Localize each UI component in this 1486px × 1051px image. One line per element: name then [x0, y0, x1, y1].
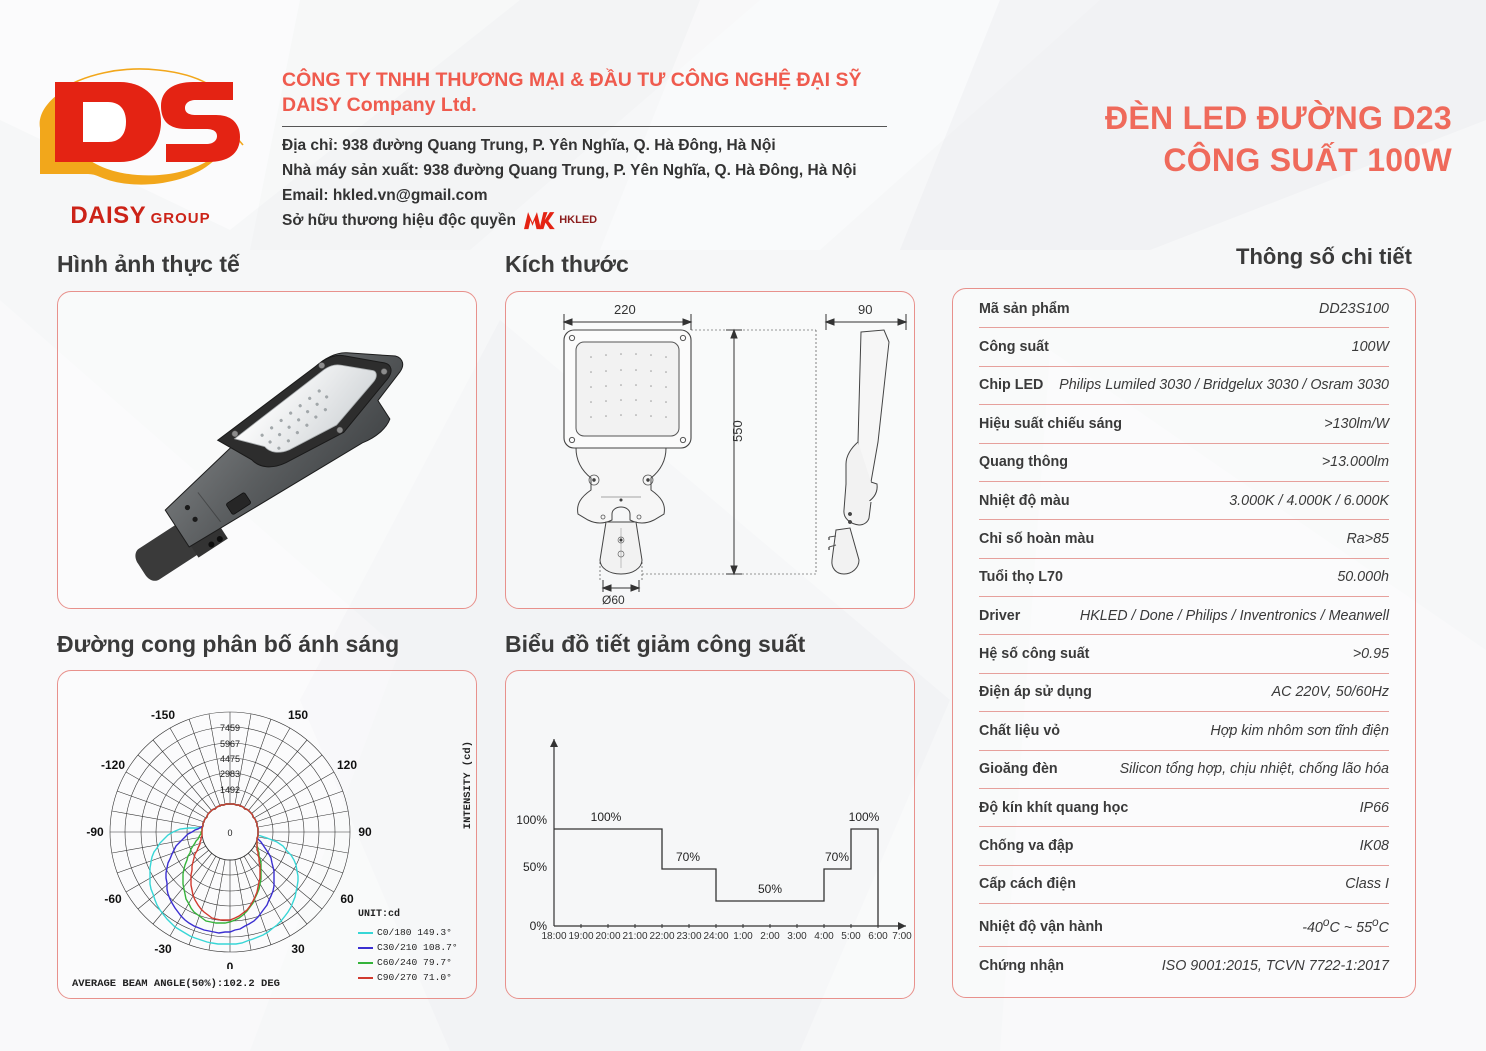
svg-text:-60: -60: [104, 892, 122, 906]
svg-text:100%: 100%: [849, 810, 880, 824]
svg-text:5967: 5967: [220, 739, 240, 749]
svg-text:1492: 1492: [220, 785, 240, 795]
svg-text:90: 90: [858, 302, 872, 317]
svg-text:70%: 70%: [825, 850, 849, 864]
svg-text:6:00: 6:00: [868, 931, 888, 942]
svg-text:23:00: 23:00: [676, 931, 701, 942]
svg-text:5:00: 5:00: [841, 931, 861, 942]
svg-text:7:00: 7:00: [892, 931, 912, 942]
svg-text:4475: 4475: [220, 754, 240, 764]
svg-text:24:00: 24:00: [703, 931, 728, 942]
svg-text:Ø60: Ø60: [602, 593, 625, 607]
svg-text:2:00: 2:00: [760, 931, 780, 942]
svg-text:30: 30: [291, 942, 305, 956]
svg-text:19:00: 19:00: [568, 931, 593, 942]
svg-text:21:00: 21:00: [622, 931, 647, 942]
svg-text:7459: 7459: [220, 723, 240, 733]
svg-text:18:00: 18:00: [541, 931, 566, 942]
svg-text:4:00: 4:00: [814, 931, 834, 942]
svg-text:22:00: 22:00: [649, 931, 674, 942]
svg-text:0: 0: [227, 960, 234, 969]
svg-text:220: 220: [614, 302, 636, 317]
svg-text:100%: 100%: [591, 810, 622, 824]
svg-text:-150: -150: [151, 708, 175, 722]
svg-text:60: 60: [340, 892, 354, 906]
svg-text:50%: 50%: [523, 860, 547, 874]
svg-text:3:00: 3:00: [787, 931, 807, 942]
svg-text:70%: 70%: [676, 850, 700, 864]
svg-text:50%: 50%: [758, 882, 782, 896]
svg-text:1:00: 1:00: [733, 931, 753, 942]
svg-text:150: 150: [288, 708, 308, 722]
svg-text:20:00: 20:00: [595, 931, 620, 942]
svg-text:-90: -90: [86, 825, 104, 839]
svg-text:120: 120: [337, 758, 357, 772]
svg-text:100%: 100%: [516, 813, 547, 827]
svg-text:0: 0: [227, 828, 232, 838]
svg-text:90: 90: [358, 825, 372, 839]
svg-text:-120: -120: [101, 758, 125, 772]
svg-text:2983: 2983: [220, 769, 240, 779]
svg-text:-30: -30: [154, 942, 172, 956]
